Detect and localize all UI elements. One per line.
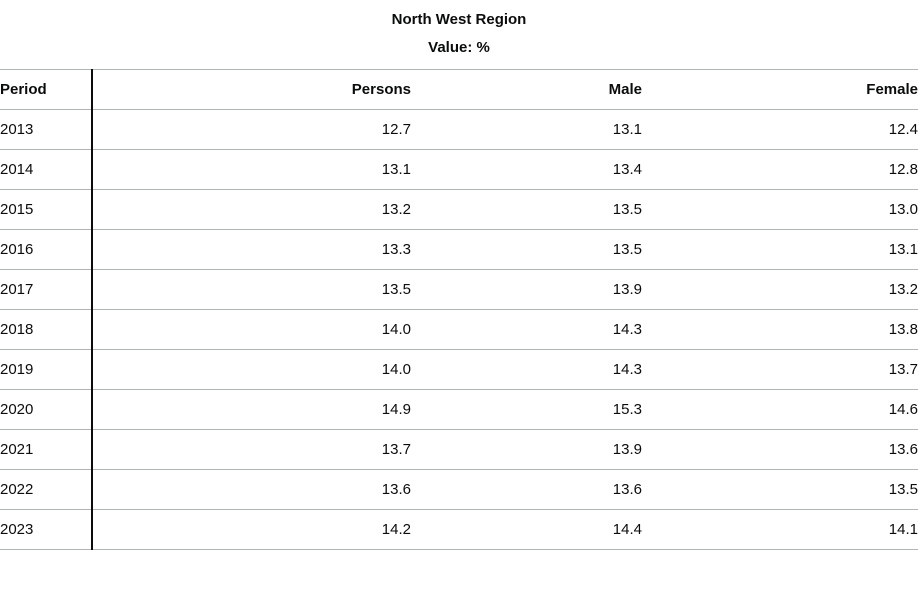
table-row: 2022 13.6 13.6 13.5 [0, 469, 918, 510]
cell-period: 2014 [0, 149, 93, 190]
cell-female: 14.1 [642, 509, 918, 550]
cell-male: 13.9 [411, 269, 642, 310]
cell-period: 2016 [0, 229, 93, 270]
cell-period: 2021 [0, 429, 93, 470]
table-row: 2019 14.0 14.3 13.7 [0, 349, 918, 390]
cell-female: 13.7 [642, 349, 918, 390]
cell-female: 14.6 [642, 389, 918, 430]
header-male: Male [411, 69, 642, 110]
cell-persons: 14.0 [92, 349, 411, 390]
cell-persons: 13.6 [92, 469, 411, 510]
cell-female: 12.8 [642, 149, 918, 190]
cell-male: 14.3 [411, 309, 642, 350]
cell-female: 13.6 [642, 429, 918, 470]
table-row: 2021 13.7 13.9 13.6 [0, 429, 918, 470]
cell-period: 2013 [0, 109, 93, 150]
table-row: 2014 13.1 13.4 12.8 [0, 149, 918, 190]
cell-female: 13.5 [642, 469, 918, 510]
cell-period: 2015 [0, 189, 93, 230]
table-body: 2013 12.7 13.1 12.4 2014 13.1 13.4 12.8 … [0, 109, 918, 550]
cell-period: 2019 [0, 349, 93, 390]
cell-male: 15.3 [411, 389, 642, 430]
cell-male: 14.4 [411, 509, 642, 550]
cell-persons: 12.7 [92, 109, 411, 150]
header-row: Period Persons Male Female [0, 69, 918, 110]
table-subtitle: Value: % [428, 39, 490, 56]
header-persons: Persons [92, 69, 411, 110]
table-row: 2017 13.5 13.9 13.2 [0, 269, 918, 310]
cell-female: 13.0 [642, 189, 918, 230]
cell-persons: 13.3 [92, 229, 411, 270]
cell-male: 13.5 [411, 229, 642, 270]
cell-female: 13.8 [642, 309, 918, 350]
table-row: 2015 13.2 13.5 13.0 [0, 189, 918, 230]
cell-period: 2022 [0, 469, 93, 510]
cell-female: 13.1 [642, 229, 918, 270]
cell-persons: 13.2 [92, 189, 411, 230]
table-row: 2020 14.9 15.3 14.6 [0, 389, 918, 430]
cell-persons: 13.7 [92, 429, 411, 470]
cell-persons: 14.2 [92, 509, 411, 550]
header-period: Period [0, 69, 93, 110]
cell-male: 13.1 [411, 109, 642, 150]
cell-persons: 14.9 [92, 389, 411, 430]
table-row: 2023 14.2 14.4 14.1 [0, 509, 918, 550]
data-table-container: North West Region Value: % Period Person… [0, 11, 918, 550]
cell-period: 2020 [0, 389, 93, 430]
cell-male: 13.6 [411, 469, 642, 510]
cell-persons: 14.0 [92, 309, 411, 350]
table-row: 2013 12.7 13.1 12.4 [0, 109, 918, 150]
cell-male: 13.5 [411, 189, 642, 230]
header-female: Female [642, 69, 918, 110]
cell-period: 2023 [0, 509, 93, 550]
cell-period: 2017 [0, 269, 93, 310]
cell-female: 13.2 [642, 269, 918, 310]
table-row: 2016 13.3 13.5 13.1 [0, 229, 918, 270]
cell-female: 12.4 [642, 109, 918, 150]
table-header: Period Persons Male Female [0, 69, 918, 110]
table-title: North West Region [391, 11, 527, 28]
cell-male: 13.4 [411, 149, 642, 190]
data-table: Period Persons Male Female 2013 12.7 13.… [0, 69, 918, 550]
cell-persons: 13.5 [92, 269, 411, 310]
cell-male: 14.3 [411, 349, 642, 390]
cell-period: 2018 [0, 309, 93, 350]
table-row: 2018 14.0 14.3 13.8 [0, 309, 918, 350]
cell-male: 13.9 [411, 429, 642, 470]
cell-persons: 13.1 [92, 149, 411, 190]
